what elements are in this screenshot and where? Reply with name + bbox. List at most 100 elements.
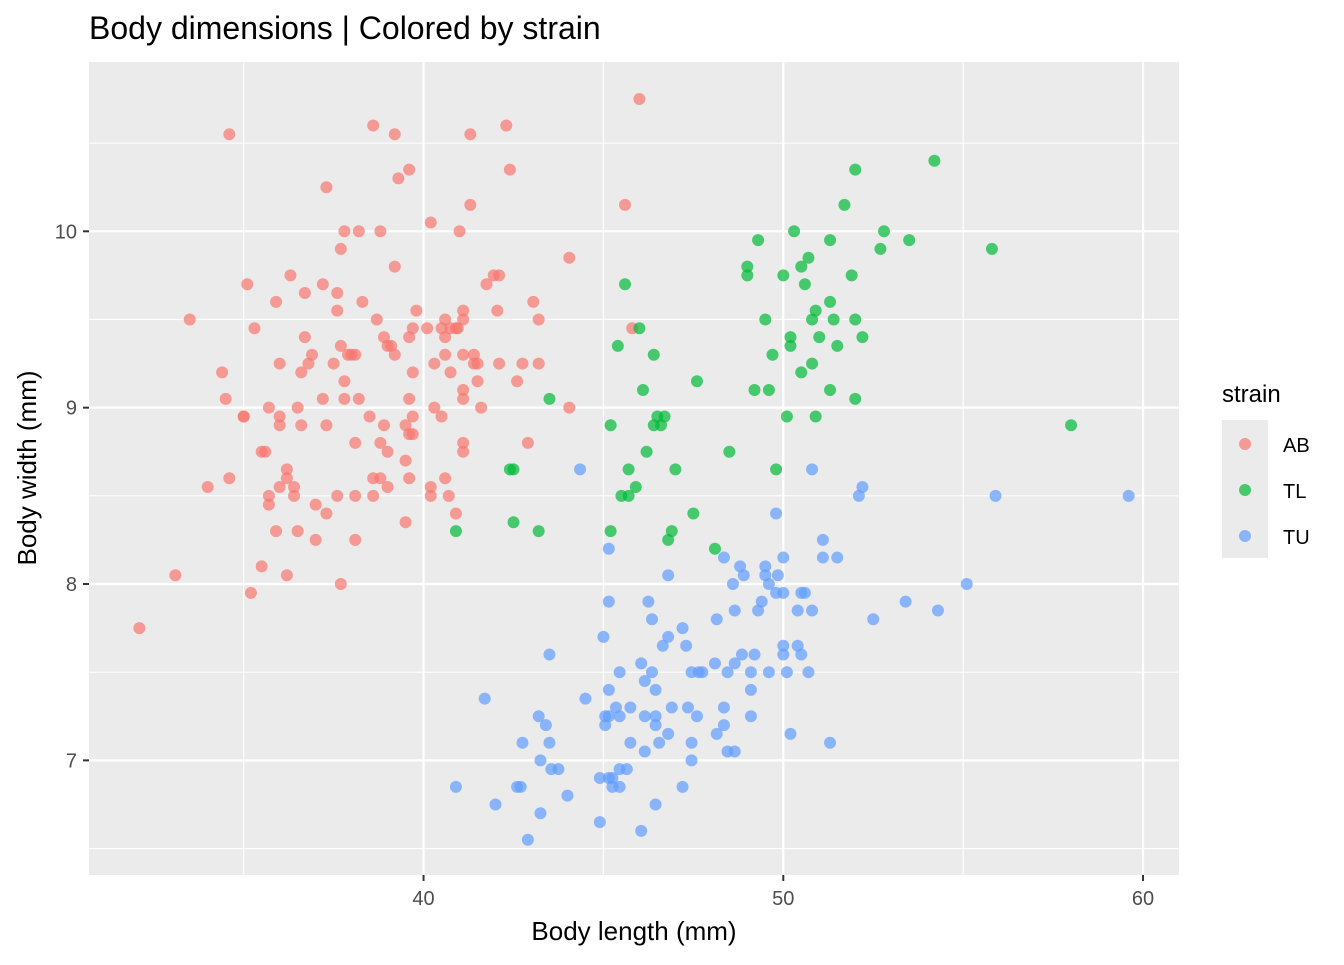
point-tl [741, 260, 754, 273]
x-axis-ticks: 40 50 60 [412, 875, 1154, 910]
point-tl [784, 339, 797, 352]
point-tu [602, 683, 615, 696]
point-tu [649, 719, 662, 732]
point-tl [449, 525, 462, 538]
point-tu [649, 683, 662, 696]
point-tl [809, 410, 822, 423]
point-ab [334, 339, 347, 352]
point-tu [824, 736, 837, 749]
legend-title: strain [1222, 381, 1281, 408]
point-ab [475, 401, 488, 414]
point-ab [421, 322, 434, 335]
point-tl [845, 269, 858, 282]
y-tick-label: 8 [66, 574, 77, 596]
point-ab [270, 295, 283, 308]
point-ab [273, 419, 286, 432]
point-ab [309, 498, 322, 511]
point-tu [489, 798, 502, 811]
point-ab [500, 119, 513, 132]
point-ab [403, 163, 416, 176]
legend-label-tu: TU [1283, 527, 1310, 549]
point-ab [449, 507, 462, 520]
point-tu [726, 578, 739, 591]
point-tu [791, 604, 804, 617]
point-ab [363, 410, 376, 423]
point-tu [735, 648, 748, 661]
point-ab [284, 269, 297, 282]
point-tu [717, 701, 730, 714]
point-ab [316, 278, 329, 291]
point-ab [331, 287, 344, 300]
point-ab [262, 498, 275, 511]
point-ab [532, 313, 545, 326]
point-tu [728, 657, 741, 670]
legend-key-ab [1239, 438, 1251, 450]
point-tu [744, 710, 757, 723]
point-tu [777, 551, 790, 564]
point-ab [381, 481, 394, 494]
point-tu [514, 780, 527, 793]
point-tu [721, 666, 734, 679]
point-ab [457, 445, 470, 458]
point-tl [629, 481, 642, 494]
point-tu [653, 736, 666, 749]
point-tu [762, 666, 775, 679]
point-tu [656, 639, 669, 652]
point-ab [273, 481, 286, 494]
point-tl [1065, 419, 1078, 432]
point-tu [543, 648, 556, 661]
point-ab [223, 128, 236, 141]
point-tu [777, 586, 790, 599]
point-tu [602, 595, 615, 608]
point-tl [633, 322, 646, 335]
point-tl [622, 489, 635, 502]
point-tl [604, 525, 617, 538]
point-tl [985, 242, 998, 255]
point-ab [259, 445, 272, 458]
point-ab [480, 278, 493, 291]
point-tu [638, 710, 651, 723]
point-ab [291, 525, 304, 538]
point-tl [708, 542, 721, 555]
point-ab [320, 507, 333, 520]
point-ab [406, 428, 419, 441]
point-ab [223, 472, 236, 485]
point-ab [563, 401, 576, 414]
point-ab [453, 225, 466, 238]
point-tu [534, 807, 547, 820]
point-tl [806, 357, 819, 370]
point-tl [752, 234, 765, 247]
point-ab [511, 375, 524, 388]
point-ab [262, 489, 275, 502]
point-ab [133, 622, 146, 635]
point-ab [457, 392, 470, 405]
point-ab [439, 472, 452, 485]
point-tu [676, 622, 689, 635]
point-ab [349, 436, 362, 449]
point-tu [755, 595, 768, 608]
point-ab [516, 357, 529, 370]
point-tu [806, 604, 819, 617]
point-ab [406, 366, 419, 379]
point-tu [681, 701, 694, 714]
point-tl [798, 278, 811, 291]
point-tu [665, 701, 678, 714]
point-ab [424, 216, 437, 229]
point-tu [579, 692, 592, 705]
point-ab [327, 357, 340, 370]
point-tu [798, 586, 811, 599]
point-tu [777, 639, 790, 652]
point-ab [244, 586, 257, 599]
point-tl [928, 154, 941, 167]
point-tu [642, 595, 655, 608]
point-ab [493, 357, 506, 370]
point-tl [849, 163, 862, 176]
point-tl [507, 463, 520, 476]
point-tu [784, 727, 797, 740]
point-ab [406, 322, 419, 335]
point-tu [867, 613, 880, 626]
y-tick-label: 7 [66, 750, 77, 772]
point-tu [685, 754, 698, 767]
point-tu [534, 754, 547, 767]
point-tl [690, 375, 703, 388]
